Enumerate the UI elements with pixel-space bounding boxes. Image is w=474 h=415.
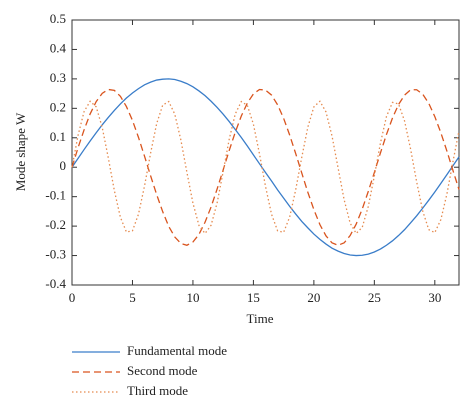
x-axis-label: Time: [247, 311, 274, 326]
series-line: [71, 88, 460, 246]
x-tick-label: 30: [428, 290, 441, 305]
legend-label: Second mode: [127, 363, 198, 378]
y-axis-label: Mode shape W: [13, 112, 28, 191]
y-tick-label: 0.5: [50, 11, 66, 26]
y-tick-label: -0.2: [45, 217, 66, 232]
y-tick-label: 0.1: [50, 129, 66, 144]
x-tick-label: 25: [368, 290, 381, 305]
x-tick-label: 15: [247, 290, 260, 305]
y-tick-label: 0: [60, 158, 67, 173]
x-tick-label: 5: [129, 290, 136, 305]
y-tick-label: 0.2: [50, 99, 66, 114]
series-line: [71, 100, 460, 235]
y-tick-label: 0.3: [50, 70, 66, 85]
y-tick-label: 0.4: [50, 40, 67, 55]
y-tick-label: -0.1: [45, 188, 66, 203]
legend-label: Third mode: [127, 383, 188, 398]
series-line: [71, 78, 460, 257]
x-tick-label: 10: [186, 290, 199, 305]
legend-label: Fundamental mode: [127, 343, 227, 358]
y-tick-label: -0.3: [45, 247, 66, 262]
x-tick-label: 0: [69, 290, 76, 305]
plot-frame: [71, 19, 460, 286]
y-tick-label: -0.4: [45, 276, 66, 291]
x-tick-label: 20: [307, 290, 320, 305]
